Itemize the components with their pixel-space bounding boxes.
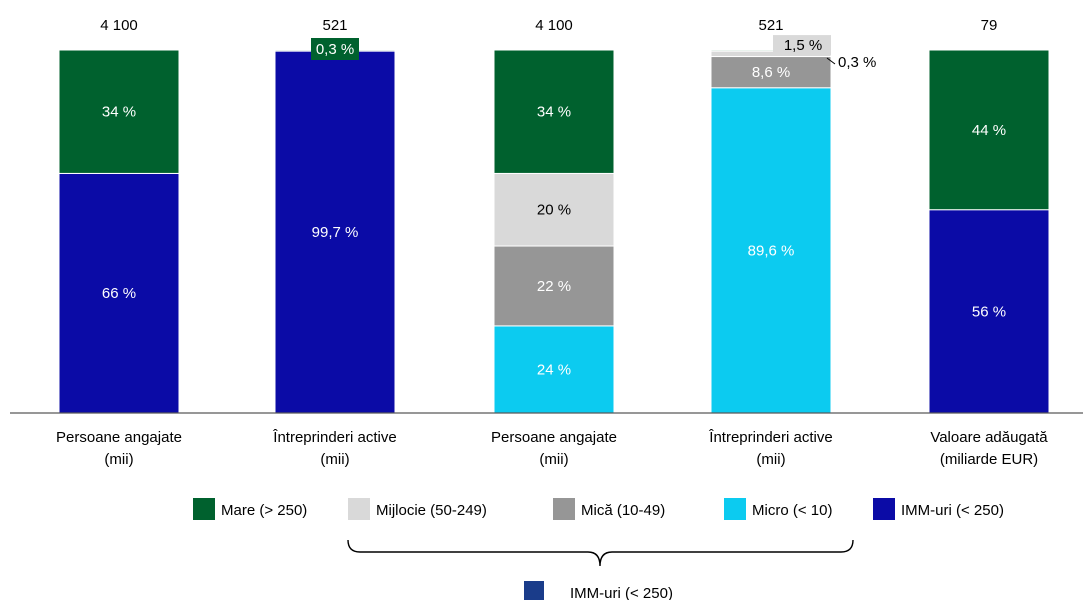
category-label: Întreprinderi active bbox=[272, 429, 396, 446]
legend: Mare (> 250) Mijlocie (50-249) Mică (10-49… bbox=[193, 498, 1004, 520]
category-label: (mii) bbox=[104, 451, 133, 468]
legend-label: Mare (> 250) bbox=[221, 502, 307, 519]
data-label-leader bbox=[826, 57, 836, 65]
data-label: 34 % bbox=[102, 104, 136, 121]
legend-swatch-mic-10-49 bbox=[553, 498, 575, 520]
category-label: (mii) bbox=[756, 451, 785, 468]
legend-swatch-micro-10 bbox=[724, 498, 746, 520]
bracket-legend-label: IMM-uri (< 250) bbox=[570, 585, 673, 600]
data-label: 99,7 % bbox=[312, 224, 359, 241]
bar-segment-imm-uri-250 bbox=[928, 209, 1050, 414]
legend-bracket bbox=[347, 539, 854, 567]
bar-total-label: 4 100 bbox=[100, 17, 138, 34]
bar-totals: 4 100 521 4 100 521 79 bbox=[100, 17, 997, 34]
bar-total-label: 79 bbox=[981, 17, 998, 34]
data-label: 24 % bbox=[537, 361, 571, 378]
bar-segment-micro-10 bbox=[493, 325, 615, 414]
bar-total-label: 521 bbox=[758, 17, 783, 34]
legend-swatch-mijlocie-50-249 bbox=[348, 498, 370, 520]
category-label: (mii) bbox=[539, 451, 568, 468]
legend-swatch-imm-uri-250 bbox=[873, 498, 895, 520]
category-label: Persoane angajate bbox=[56, 429, 182, 446]
bar-segment-mare-250 bbox=[58, 49, 180, 174]
category-label: (miliarde EUR) bbox=[940, 451, 1038, 468]
data-label: 1,5 % bbox=[784, 37, 822, 54]
category-labels: Persoane angajate (mii) Întreprinderi acti… bbox=[56, 429, 1048, 468]
bars-layer: 66 % 34 % 99,7 % 0,3 % 24 % 22 % 20 % 34 % 89,6 … bbox=[58, 35, 1050, 414]
data-label-background bbox=[311, 38, 359, 60]
category-label: Persoane angajate bbox=[491, 429, 617, 446]
data-label: 34 % bbox=[537, 104, 571, 121]
bar-segment-mare-250 bbox=[928, 49, 1050, 211]
data-label: 8,6 % bbox=[752, 64, 790, 81]
legend-label: Mică (10-49) bbox=[581, 502, 665, 519]
data-label: 20 % bbox=[537, 202, 571, 219]
data-label: 56 % bbox=[972, 303, 1006, 320]
data-label-background bbox=[773, 35, 831, 56]
bar-segment-imm-uri-250 bbox=[58, 172, 180, 414]
bar-total-label: 4 100 bbox=[535, 17, 573, 34]
data-label: 44 % bbox=[972, 122, 1006, 139]
legend-label: IMM-uri (< 250) bbox=[901, 502, 1004, 519]
data-label: 0,3 % bbox=[838, 54, 876, 71]
category-label: Întreprinderi active bbox=[708, 429, 832, 446]
bar-segment-mare-250 bbox=[493, 49, 615, 174]
legend-label: Micro (< 10) bbox=[752, 502, 832, 519]
category-label: (mii) bbox=[320, 451, 349, 468]
bar-total-label: 521 bbox=[322, 17, 347, 34]
category-label: Valoare adăugată bbox=[930, 429, 1048, 446]
bar-segment-mic-10-49 bbox=[710, 56, 832, 89]
data-label: 22 % bbox=[537, 278, 571, 295]
bracket-legend: IMM-uri (< 250) bbox=[524, 581, 673, 600]
data-label: 89,6 % bbox=[748, 242, 795, 259]
legend-label: Mijlocie (50-249) bbox=[376, 502, 487, 519]
legend-swatch-mare-250 bbox=[193, 498, 215, 520]
bracket-legend-swatch bbox=[524, 581, 544, 600]
data-label: 0,3 % bbox=[316, 41, 354, 58]
data-label: 66 % bbox=[102, 285, 136, 302]
